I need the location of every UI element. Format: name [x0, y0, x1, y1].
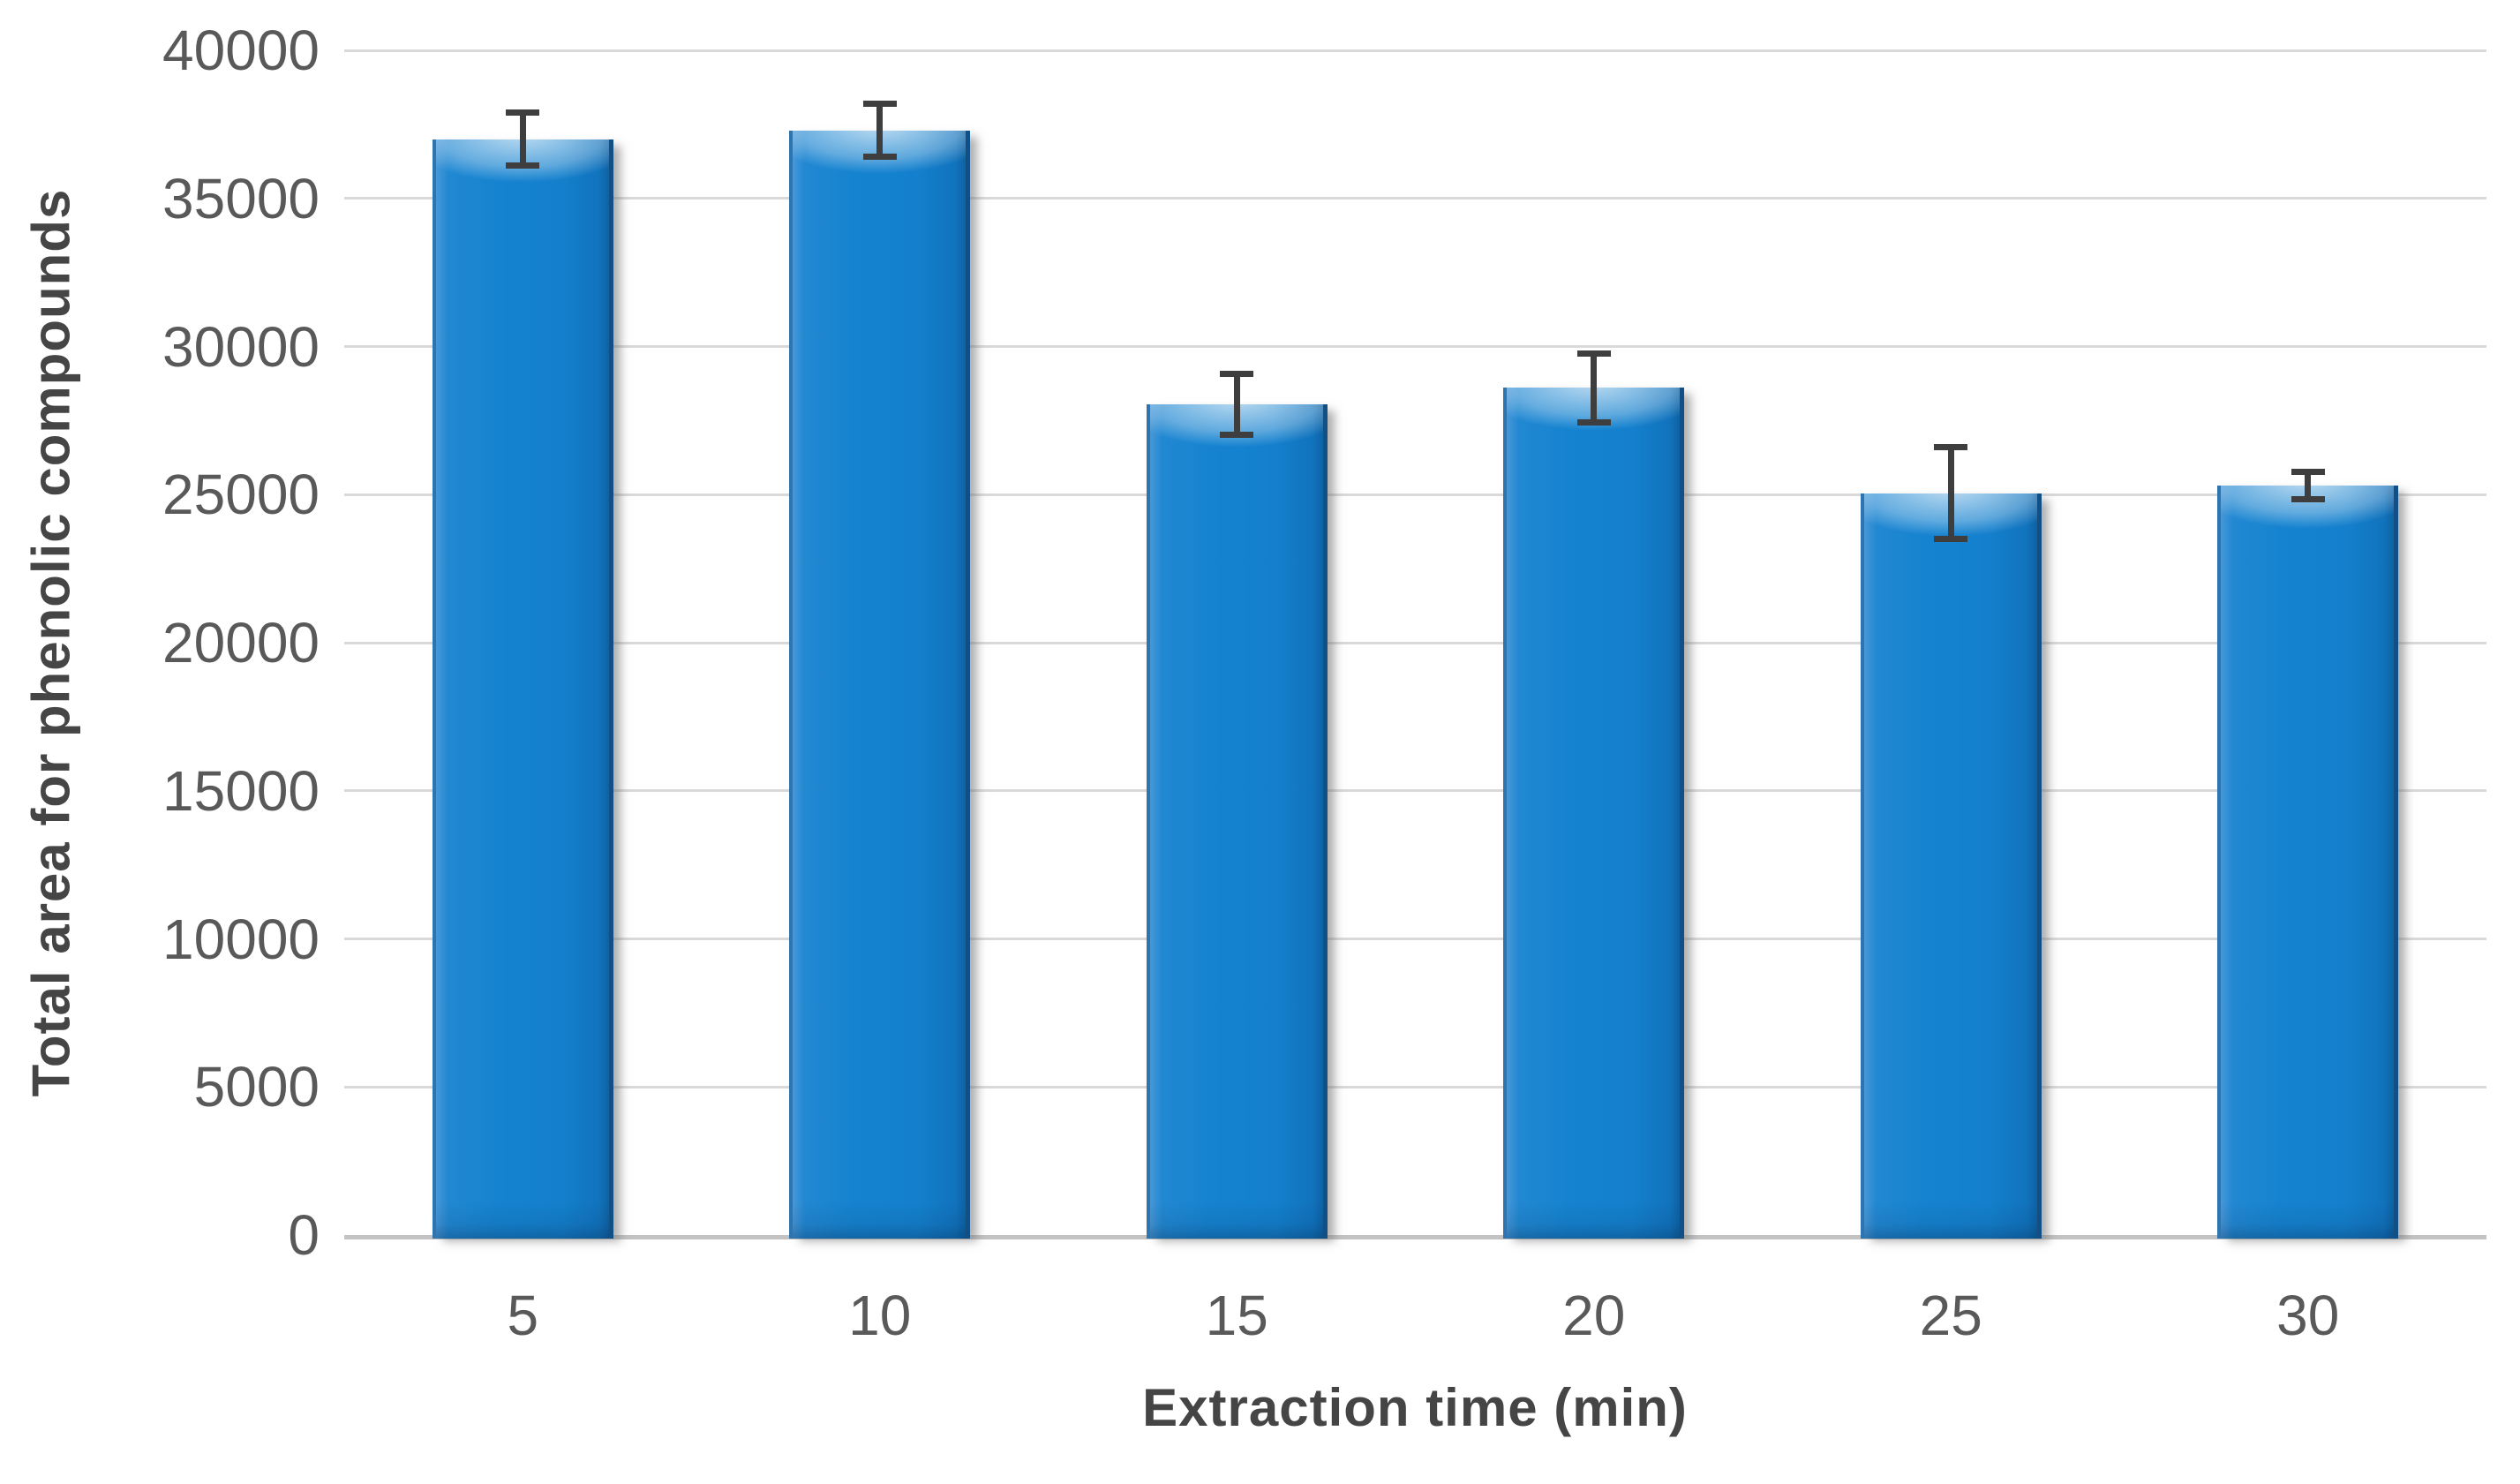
bar-30min	[2217, 486, 2399, 1239]
error-bar-top-cap	[2291, 469, 2325, 476]
gridline	[344, 197, 2486, 200]
x-tick-label: 20	[1562, 1284, 1626, 1347]
gridline	[344, 49, 2486, 52]
gridline	[344, 1085, 2486, 1089]
error-bar-top-cap	[1576, 350, 1611, 358]
error-bar-bottom-cap	[862, 154, 897, 161]
x-tick-label: 10	[848, 1284, 912, 1347]
error-bar-top-cap	[506, 109, 540, 116]
y-tick-label: 35000	[162, 166, 320, 230]
gridline	[344, 345, 2486, 348]
bar-10min	[789, 130, 971, 1239]
y-tick-label: 0	[288, 1203, 320, 1267]
error-bar-bottom-cap	[2291, 496, 2325, 503]
error-bar-stem	[876, 103, 884, 157]
y-tick-label: 20000	[162, 611, 320, 674]
y-tick-label: 10000	[162, 907, 320, 971]
y-tick-label: 40000	[162, 19, 320, 82]
error-bar-top-cap	[862, 100, 897, 107]
x-tick-label: 30	[2276, 1284, 2340, 1347]
y-tick-label: 30000	[162, 314, 320, 379]
error-bar-bottom-cap	[1934, 536, 1968, 543]
gridline	[344, 938, 2486, 940]
y-tick-label: 15000	[162, 758, 320, 823]
y-tick-label: 5000	[193, 1055, 320, 1119]
error-bar-bottom-cap	[1576, 418, 1611, 426]
x-tick-label: 5	[507, 1284, 539, 1347]
error-bar-top-cap	[1220, 370, 1254, 377]
error-bar-bottom-cap	[506, 162, 540, 169]
y-tick-label: 25000	[162, 463, 320, 527]
error-bar-stem	[1591, 353, 1598, 423]
bar-5min	[432, 139, 613, 1239]
x-tick-label: 25	[1919, 1284, 1982, 1347]
error-bar-stem	[2305, 471, 2312, 500]
x-tick-label: 15	[1205, 1284, 1268, 1347]
error-bar-bottom-cap	[1220, 431, 1254, 438]
gridline	[344, 493, 2486, 496]
bar-15min	[1146, 403, 1328, 1239]
error-bar-top-cap	[1934, 444, 1968, 451]
gridline	[344, 641, 2486, 644]
error-bar-stem	[1233, 373, 1240, 435]
bar-25min	[1860, 493, 2042, 1239]
bar-20min	[1503, 388, 1685, 1239]
x-axis-line	[344, 1235, 2486, 1239]
error-bar-stem	[1947, 447, 1954, 539]
gridline	[344, 789, 2486, 793]
error-bar-stem	[519, 112, 526, 166]
x-axis-title: Extraction time (min)	[1142, 1378, 1688, 1437]
